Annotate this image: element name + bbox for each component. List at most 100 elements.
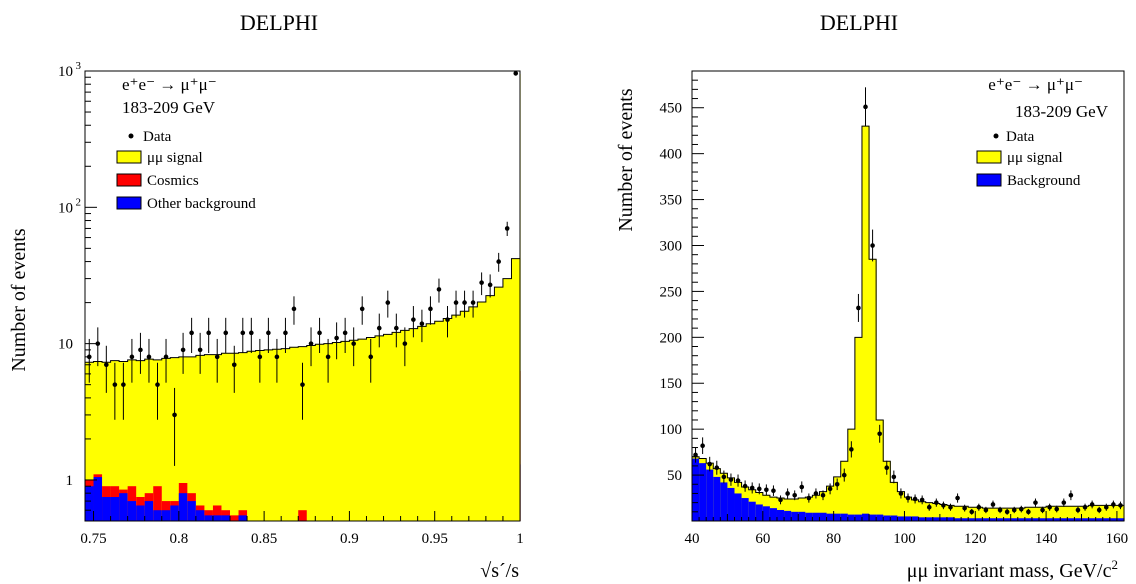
background-bin bbox=[1046, 518, 1054, 521]
signal-bin bbox=[883, 461, 891, 521]
data-point bbox=[428, 306, 433, 312]
signal-bin bbox=[776, 498, 785, 521]
data-point bbox=[231, 362, 237, 368]
background-bin bbox=[918, 517, 927, 521]
signal-bin bbox=[826, 486, 835, 521]
signal-bin bbox=[819, 491, 828, 521]
y-tick-label: 50 bbox=[667, 468, 682, 484]
signal-bin bbox=[161, 358, 171, 521]
signal-bin bbox=[1046, 506, 1054, 521]
y-tick-label: 350 bbox=[660, 193, 683, 209]
data-point bbox=[95, 341, 101, 346]
background-bin bbox=[925, 517, 934, 521]
left-plot-frame bbox=[84, 70, 521, 522]
data-point bbox=[962, 505, 967, 511]
other-background-bin bbox=[110, 496, 120, 521]
left-x-axis-label: √s´/s bbox=[480, 560, 519, 582]
signal-bin bbox=[443, 318, 453, 521]
background-bin bbox=[982, 518, 991, 521]
signal-bin bbox=[847, 429, 856, 521]
data-point bbox=[351, 341, 356, 346]
data-point bbox=[948, 504, 953, 510]
left-energy-annotation: 183-209 GeV bbox=[122, 98, 216, 117]
data-point bbox=[1082, 504, 1088, 510]
signal-bin bbox=[861, 126, 870, 521]
background-bin bbox=[939, 517, 948, 521]
signal-bin bbox=[1060, 506, 1068, 521]
data-point bbox=[1019, 506, 1024, 512]
cosmics-bin bbox=[298, 510, 308, 521]
legend-data-label: Data bbox=[143, 129, 172, 145]
background-bin bbox=[911, 516, 920, 521]
data-point bbox=[919, 497, 925, 503]
left-chart-title: DELPHI bbox=[240, 10, 318, 35]
data-point bbox=[1033, 500, 1038, 505]
signal-bin bbox=[357, 339, 368, 521]
background-bin bbox=[784, 510, 792, 521]
background-bin bbox=[876, 514, 884, 521]
data-point bbox=[976, 504, 982, 510]
data-point bbox=[504, 226, 510, 231]
signal-bin bbox=[833, 476, 842, 521]
signal-bin bbox=[136, 360, 146, 521]
data-point bbox=[1103, 504, 1109, 510]
signal-bin bbox=[982, 508, 991, 521]
data-point bbox=[266, 330, 271, 336]
signal-bin bbox=[409, 328, 419, 521]
x-tick-label: 0.95 bbox=[422, 531, 448, 547]
data-point bbox=[742, 483, 748, 489]
signal-bin bbox=[195, 355, 206, 521]
data-point bbox=[1047, 504, 1052, 510]
signal-bin bbox=[1081, 506, 1090, 521]
background-bin bbox=[706, 469, 714, 521]
other-background-bin bbox=[221, 515, 231, 521]
signal-bin bbox=[1039, 507, 1047, 521]
signal-bin bbox=[1109, 505, 1118, 521]
legend-background-label: Background bbox=[1007, 173, 1081, 189]
data-point bbox=[941, 503, 946, 508]
data-point bbox=[735, 478, 741, 483]
data-point bbox=[163, 354, 169, 360]
data-point bbox=[891, 474, 897, 480]
data-point bbox=[990, 502, 996, 507]
x-tick-label: 160 bbox=[1106, 531, 1129, 547]
data-point bbox=[926, 504, 932, 510]
data-point bbox=[834, 481, 840, 487]
signal-bin bbox=[349, 340, 359, 521]
signal-bin bbox=[485, 295, 496, 521]
legend-signal-swatch bbox=[116, 150, 142, 164]
signal-bin bbox=[315, 344, 325, 521]
signal-bin bbox=[911, 499, 920, 521]
other-background-bin bbox=[195, 510, 206, 521]
background-bin bbox=[883, 515, 891, 521]
signal-bin bbox=[230, 353, 240, 521]
data-point bbox=[129, 354, 135, 360]
background-bin bbox=[741, 498, 750, 521]
data-point bbox=[1026, 509, 1031, 515]
data-point bbox=[884, 465, 890, 471]
background-bin bbox=[1116, 518, 1125, 521]
data-point bbox=[820, 492, 826, 498]
background-bin bbox=[692, 458, 700, 521]
background-bin bbox=[1109, 518, 1118, 521]
data-point bbox=[359, 306, 365, 312]
signal-bin bbox=[102, 362, 112, 521]
y-tick-label: 400 bbox=[660, 147, 683, 163]
legend-background-label: Other background bbox=[147, 196, 256, 212]
data-point bbox=[479, 280, 484, 285]
legend-cosmics-swatch bbox=[116, 173, 142, 187]
data-point bbox=[376, 325, 382, 331]
background-bin bbox=[847, 514, 856, 521]
x-tick-label: 60 bbox=[755, 531, 770, 547]
data-point bbox=[870, 243, 875, 248]
data-point bbox=[785, 491, 790, 496]
data-point bbox=[300, 382, 305, 387]
background-bin bbox=[932, 517, 941, 521]
background-bin bbox=[720, 482, 729, 521]
data-point bbox=[223, 330, 229, 336]
data-point bbox=[240, 330, 246, 336]
data-point bbox=[1111, 502, 1116, 507]
legend-signal-label: μμ signal bbox=[147, 150, 203, 166]
background-bin bbox=[798, 511, 806, 521]
